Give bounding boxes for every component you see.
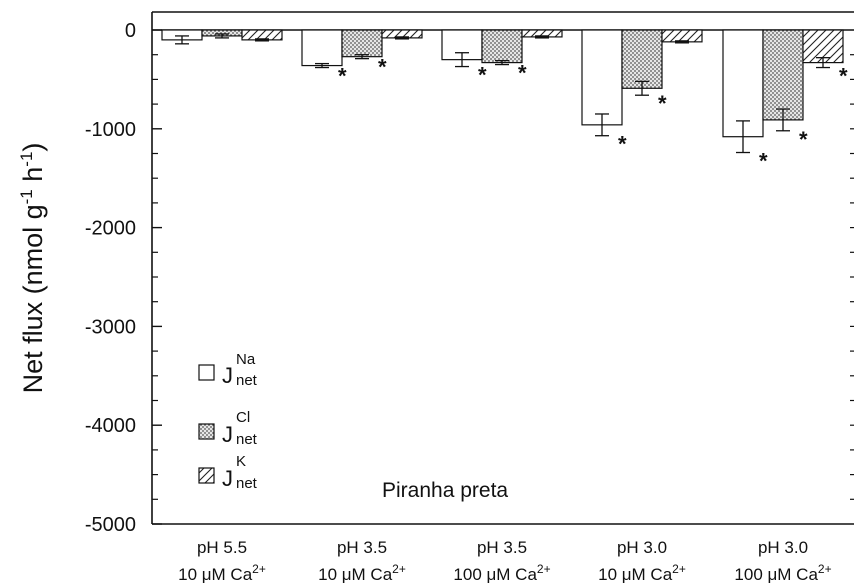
x-tick-labels: pH 5.5 10 μM Ca2+ pH 3.5 10 μM Ca2+ pH 3.5 10…	[178, 538, 831, 584]
significance-marker: *	[378, 55, 387, 80]
x-tick-label-line1: pH 5.5	[197, 538, 247, 557]
legend-label-na: J	[222, 363, 233, 388]
bar	[341, 29, 383, 58]
y-ticks: 0 -1000 -2000 -3000 -4000 -5000	[85, 20, 162, 536]
bar	[481, 29, 523, 64]
y-tick-label: -1000	[85, 119, 136, 141]
legend-sup-k: K	[236, 453, 246, 470]
bar	[581, 29, 623, 126]
x-tick-label-line1: pH 3.5	[477, 538, 527, 557]
legend: J Na net J Cl net J K net	[198, 351, 258, 492]
legend-swatch-na	[198, 364, 215, 381]
y-tick-label: -2000	[85, 218, 136, 240]
x-tick-label-line2: 10 μM Ca2+	[178, 562, 266, 584]
x-tick-label-line1: pH 3.5	[337, 538, 387, 557]
legend-label-k: J	[222, 466, 233, 491]
legend-sup-cl: Cl	[236, 409, 250, 426]
legend-label-cl: J	[222, 422, 233, 447]
legend-sub-na: net	[236, 372, 258, 389]
species-annotation: Piranha preta	[382, 479, 508, 502]
bar	[722, 29, 764, 138]
legend-swatch-cl	[198, 423, 215, 440]
y-minor-ticks	[152, 54, 158, 500]
bars: * * * * * * * * *	[161, 29, 848, 174]
y-tick-label: 0	[125, 20, 136, 42]
y-axis-label: Net flux (nmol g-1 h-1)	[17, 143, 48, 394]
y-tick-label: -5000	[85, 514, 136, 536]
bar	[301, 29, 343, 67]
legend-item-cl: J Cl net	[198, 409, 258, 448]
x-tick-label-line2: 100 μM Ca2+	[453, 562, 550, 584]
x-tick-label-line1: pH 3.0	[617, 538, 667, 557]
significance-marker: *	[759, 149, 768, 174]
legend-swatch-k	[198, 467, 215, 484]
bar	[621, 29, 663, 89]
bar	[762, 29, 804, 121]
x-tick-label-line2: 10 μM Ca2+	[598, 562, 686, 584]
legend-sub-k: net	[236, 475, 258, 492]
significance-marker: *	[839, 64, 848, 89]
x-tick-label-line2: 10 μM Ca2+	[318, 562, 406, 584]
right-axis-ticks	[850, 54, 854, 500]
bar	[661, 29, 703, 43]
significance-marker: *	[799, 127, 808, 152]
legend-sup-na: Na	[236, 351, 256, 368]
x-tick-label-line2: 100 μM Ca2+	[734, 562, 831, 584]
y-tick-label: -3000	[85, 316, 136, 338]
legend-item-na: J Na net	[198, 351, 258, 389]
significance-marker: *	[618, 132, 627, 157]
y-tick-label: -4000	[85, 415, 136, 437]
x-tick-label-line1: pH 3.0	[758, 538, 808, 557]
legend-sub-cl: net	[236, 431, 258, 448]
legend-item-k: J K net	[198, 453, 258, 492]
significance-marker: *	[658, 91, 667, 116]
significance-marker: *	[518, 61, 527, 86]
significance-marker: *	[478, 63, 487, 88]
significance-marker: *	[338, 64, 347, 89]
